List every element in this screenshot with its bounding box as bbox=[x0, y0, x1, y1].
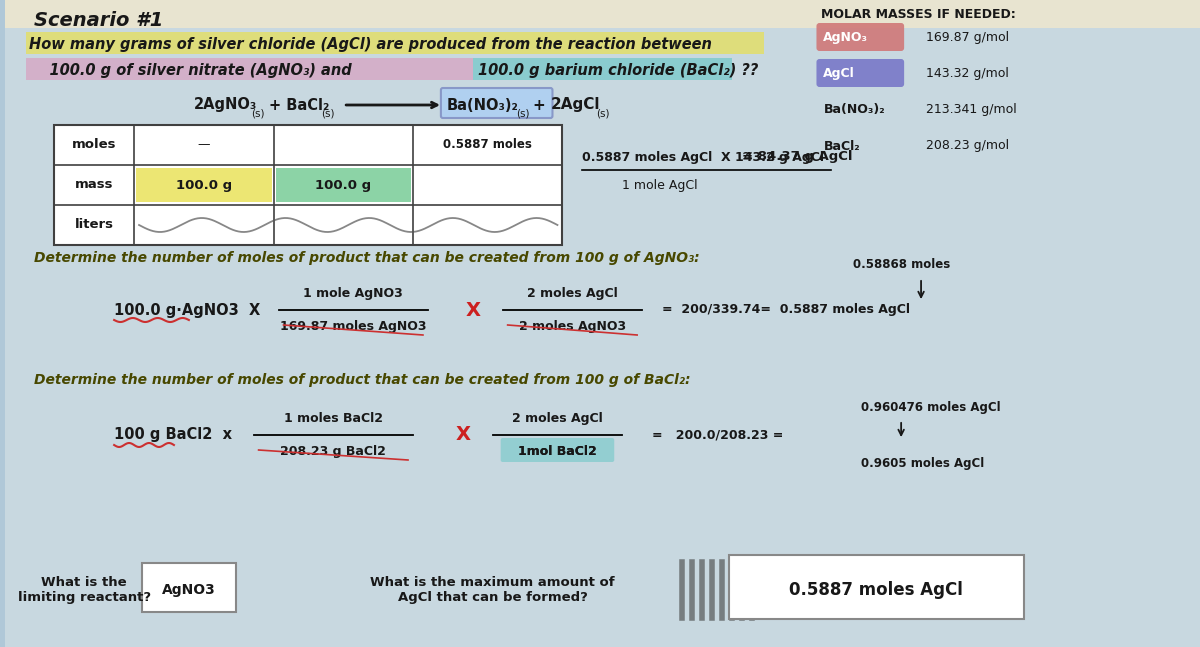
Text: Determine the number of moles of product that can be created from 100 g of BaCl₂: Determine the number of moles of product… bbox=[35, 373, 691, 387]
Bar bbox=[54, 125, 563, 245]
Text: liters: liters bbox=[74, 219, 114, 232]
Text: 100.0 g: 100.0 g bbox=[175, 179, 232, 192]
Text: 1 moles BaCl2: 1 moles BaCl2 bbox=[284, 412, 383, 425]
FancyBboxPatch shape bbox=[5, 28, 1200, 647]
Text: 1mol BaCl2: 1mol BaCl2 bbox=[518, 445, 596, 458]
Text: 0.9605 moles AgCl: 0.9605 moles AgCl bbox=[862, 457, 984, 470]
Text: 0.5887 moles AgCl  X 143.2 g AgCl: 0.5887 moles AgCl X 143.2 g AgCl bbox=[582, 151, 824, 164]
FancyBboxPatch shape bbox=[473, 58, 732, 80]
Text: MOLAR MASSES IF NEEDED:: MOLAR MASSES IF NEEDED: bbox=[822, 8, 1016, 21]
FancyBboxPatch shape bbox=[816, 23, 904, 51]
Bar bbox=[276, 168, 412, 202]
Text: X: X bbox=[466, 300, 480, 320]
Text: 0.58868 moles: 0.58868 moles bbox=[852, 259, 949, 272]
Text: 1 mole AgCl: 1 mole AgCl bbox=[623, 179, 698, 192]
Text: 208.23 g BaCl2: 208.23 g BaCl2 bbox=[281, 445, 386, 458]
Text: 213.341 g/mol: 213.341 g/mol bbox=[926, 104, 1016, 116]
Text: ≅ 84.37 g AgCl: ≅ 84.37 g AgCl bbox=[742, 150, 852, 163]
Text: Determine the number of moles of product that can be created from 100 g of AgNO₃: Determine the number of moles of product… bbox=[35, 251, 700, 265]
Text: Ba(NO₃)₂: Ba(NO₃)₂ bbox=[446, 98, 518, 113]
Text: 1mol BaCl2: 1mol BaCl2 bbox=[518, 445, 596, 458]
Text: (s): (s) bbox=[517, 108, 530, 118]
FancyBboxPatch shape bbox=[816, 59, 904, 87]
Text: 0.5887 moles: 0.5887 moles bbox=[443, 138, 532, 151]
Text: 100 g BaCl2  x: 100 g BaCl2 x bbox=[114, 428, 232, 443]
Text: 100.0 g barium chloride (BaCl₂) ??: 100.0 g barium chloride (BaCl₂) ?? bbox=[478, 63, 758, 78]
Text: What is the
limiting reactant?: What is the limiting reactant? bbox=[18, 576, 151, 604]
Text: 2 moles AgCl: 2 moles AgCl bbox=[527, 287, 618, 300]
Text: 100.0 g: 100.0 g bbox=[316, 179, 371, 192]
Text: +: + bbox=[533, 98, 545, 113]
FancyBboxPatch shape bbox=[5, 0, 1200, 28]
Text: 2AgNO₃: 2AgNO₃ bbox=[194, 98, 257, 113]
Text: moles: moles bbox=[72, 138, 116, 151]
Text: Scenario #1: Scenario #1 bbox=[35, 10, 164, 30]
Text: AgNO3: AgNO3 bbox=[162, 583, 216, 597]
FancyBboxPatch shape bbox=[142, 563, 235, 612]
Text: 169.87 moles AgNO3: 169.87 moles AgNO3 bbox=[280, 320, 426, 333]
FancyBboxPatch shape bbox=[440, 88, 552, 118]
Text: Ba(NO₃)₂: Ba(NO₃)₂ bbox=[823, 104, 886, 116]
Text: =  200/339.74=  0.5887 moles AgCl: = 200/339.74= 0.5887 moles AgCl bbox=[662, 303, 910, 316]
Text: 2 moles AgNO3: 2 moles AgNO3 bbox=[518, 320, 626, 333]
Text: 2 moles AgCl: 2 moles AgCl bbox=[512, 412, 602, 425]
Text: 143.32 g/mol: 143.32 g/mol bbox=[926, 67, 1009, 80]
Text: What is the maximum amount of
AgCl that can be formed?: What is the maximum amount of AgCl that … bbox=[371, 576, 616, 604]
Bar bbox=[136, 168, 271, 202]
Text: 100.0 g·AgNO3  X: 100.0 g·AgNO3 X bbox=[114, 303, 260, 318]
FancyBboxPatch shape bbox=[26, 32, 763, 54]
Text: (s): (s) bbox=[322, 108, 335, 118]
FancyBboxPatch shape bbox=[500, 438, 614, 462]
Text: (s): (s) bbox=[596, 108, 610, 118]
Text: 0.5887 moles AgCl: 0.5887 moles AgCl bbox=[790, 581, 964, 599]
Text: mass: mass bbox=[74, 179, 114, 192]
FancyBboxPatch shape bbox=[26, 58, 473, 80]
Text: 1 mole AgNO3: 1 mole AgNO3 bbox=[304, 287, 403, 300]
Text: —: — bbox=[198, 138, 210, 151]
Text: + BaCl₂: + BaCl₂ bbox=[269, 98, 329, 113]
Text: 169.87 g/mol: 169.87 g/mol bbox=[926, 32, 1009, 45]
Text: 2AgCl: 2AgCl bbox=[551, 98, 600, 113]
FancyBboxPatch shape bbox=[728, 555, 1024, 619]
Text: AgNO₃: AgNO₃ bbox=[823, 32, 869, 45]
Text: (s): (s) bbox=[252, 108, 265, 118]
Text: X: X bbox=[455, 426, 470, 444]
Text: 208.23 g/mol: 208.23 g/mol bbox=[926, 140, 1009, 153]
Text: How many grams of silver chloride (AgCl) are produced from the reaction between: How many grams of silver chloride (AgCl)… bbox=[30, 36, 713, 52]
Text: =   200.0/208.23 =: = 200.0/208.23 = bbox=[652, 428, 784, 441]
Text: AgCl: AgCl bbox=[823, 67, 856, 80]
Text: BaCl₂: BaCl₂ bbox=[823, 140, 860, 153]
Text: 100.0 g of silver nitrate (AgNO₃) and: 100.0 g of silver nitrate (AgNO₃) and bbox=[30, 63, 353, 78]
Text: 0.960476 moles AgCl: 0.960476 moles AgCl bbox=[862, 400, 1001, 413]
